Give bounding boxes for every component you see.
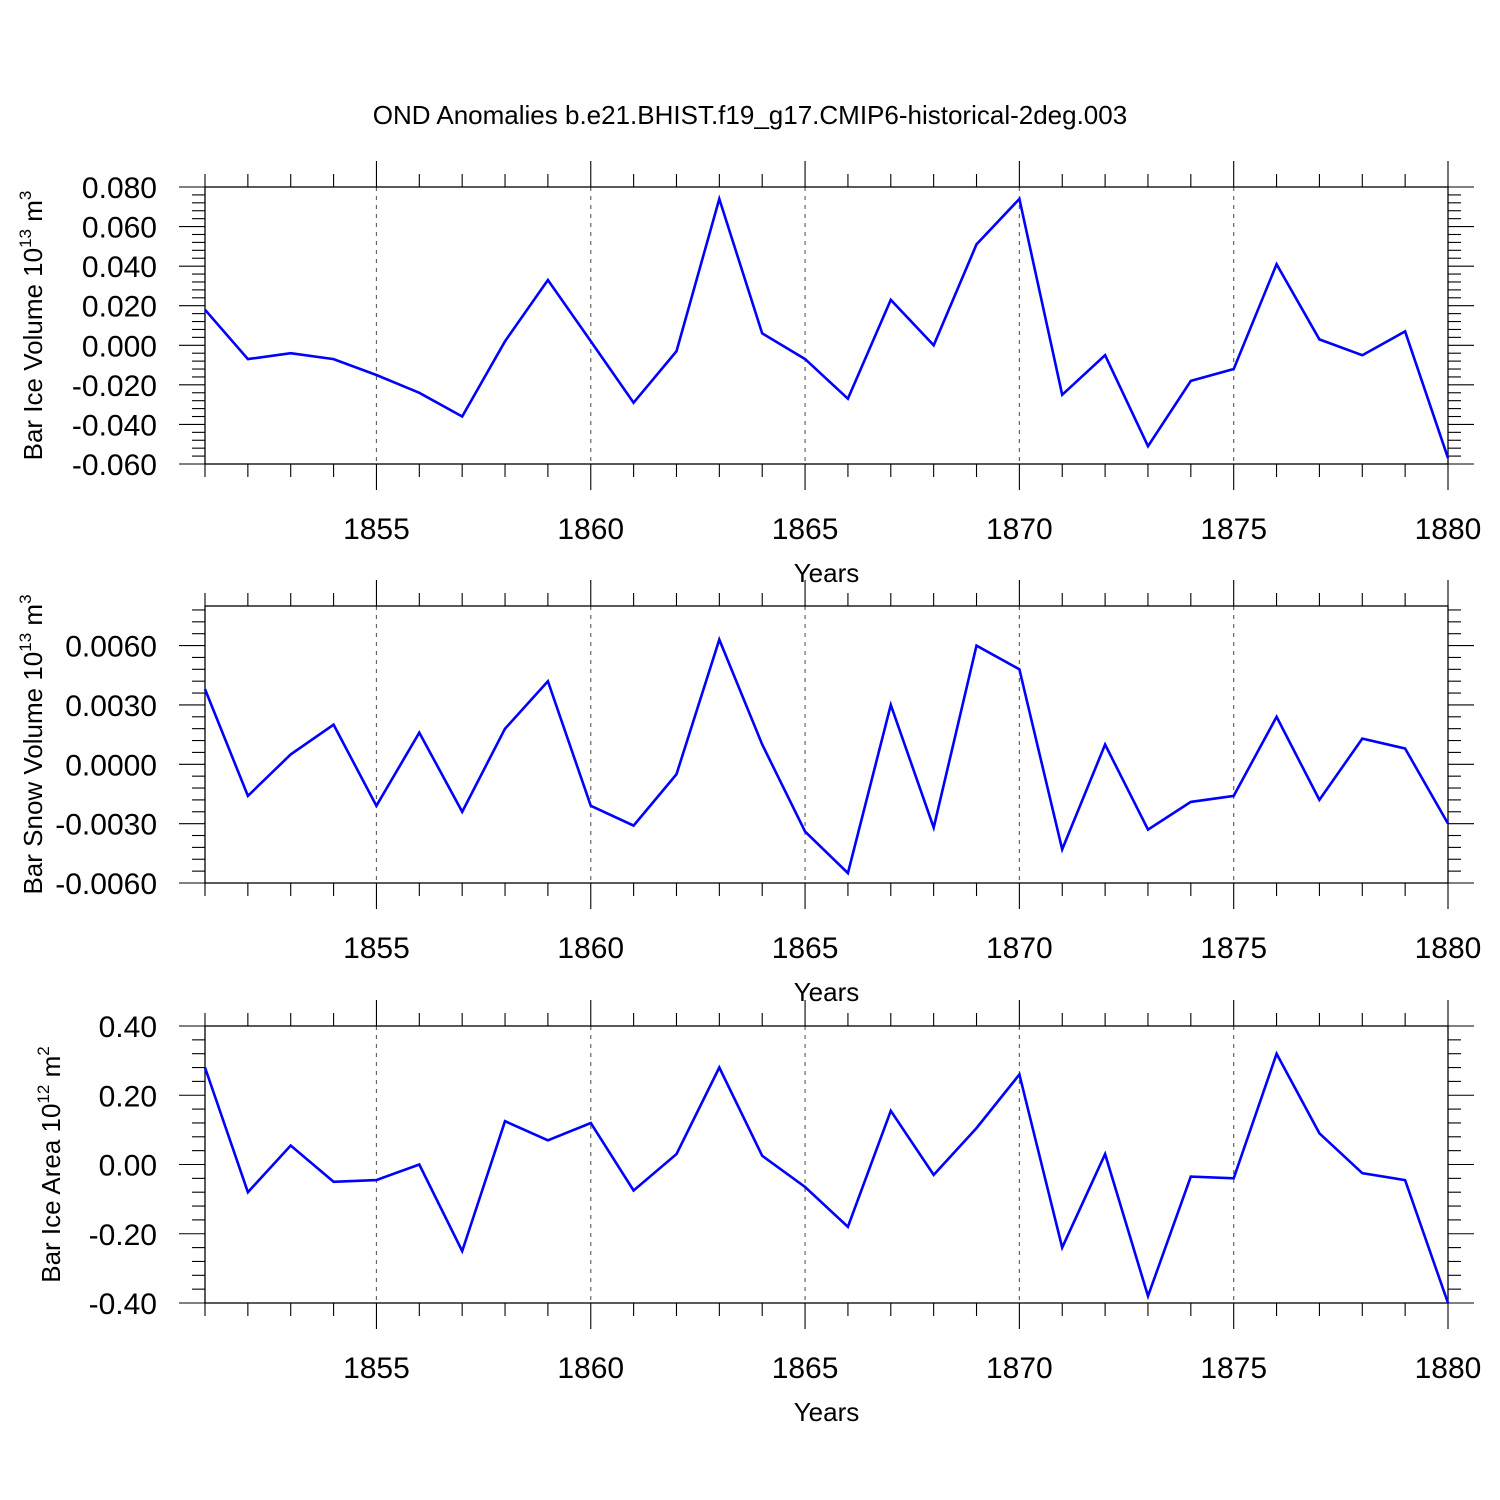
x-tick-label: 1860	[557, 932, 624, 965]
x-tick-label: 1865	[772, 1352, 839, 1385]
plot-frame	[204, 1025, 1449, 1304]
x-tick-label: 1870	[986, 932, 1053, 965]
x-tick-label: 1855	[343, 1352, 410, 1385]
panels: 1855 1860 1865 1870 1875 1880 -0.060 -0.040 -0.0…	[16, 161, 1481, 1427]
y-tick-label: -0.40	[89, 1288, 157, 1321]
y-tick-label: 0.080	[82, 172, 157, 205]
x-tick-label: 1860	[557, 513, 624, 546]
x-tick-label: 1880	[1415, 513, 1482, 546]
y-tick-label: 0.060	[82, 212, 157, 245]
y-axis-title: Bar Ice Area 1012 m2	[34, 1046, 66, 1283]
y-tick-label: -0.0030	[55, 809, 157, 842]
x-tick-label: 1870	[986, 1352, 1053, 1385]
x-tick-label: 1865	[772, 932, 839, 965]
x-tick-label: 1875	[1200, 1352, 1267, 1385]
x-tick-label: 1875	[1200, 513, 1267, 546]
series-line	[203, 1050, 1450, 1304]
y-tick-label: 0.00	[99, 1150, 157, 1183]
y-tick-label: -0.040	[72, 409, 157, 442]
series-line	[203, 635, 1450, 876]
y-axis-title: Bar Snow Volume 1013 m3	[16, 594, 48, 894]
y-tick-label: -0.060	[72, 449, 157, 482]
x-tick-label: 1880	[1415, 932, 1482, 965]
y-tick-label: 0.040	[82, 251, 157, 284]
x-tick-label: 1870	[986, 513, 1053, 546]
y-tick-label: -0.20	[89, 1219, 157, 1252]
y-tick-label: 0.000	[82, 330, 157, 363]
x-tick-label: 1855	[343, 932, 410, 965]
x-axis-title: Years	[794, 558, 860, 588]
y-axis-title: Bar Ice Volume 1013 m3	[16, 191, 48, 461]
series-line	[204, 194, 1450, 459]
x-tick-label: 1875	[1200, 932, 1267, 965]
y-tick-label: 0.0000	[65, 749, 157, 782]
x-tick-label: 1880	[1415, 1352, 1482, 1385]
y-tick-label: 0.20	[99, 1080, 157, 1113]
y-tick-label: 0.0060	[65, 631, 157, 664]
x-tick-label: 1860	[557, 1352, 624, 1385]
x-tick-label: 1865	[772, 513, 839, 546]
panel-1: 1855 1860 1865 1870 1875 1880 -0.060 -0.040 -0.0…	[16, 161, 1481, 588]
panel-3: 1855 1860 1865 1870 1875 1880 -0.40 -0.20 0.00 0.…	[34, 1000, 1481, 1427]
x-axis-title: Years	[794, 977, 860, 1007]
y-tick-label: 0.0030	[65, 690, 157, 723]
x-tick-label: 1855	[343, 513, 410, 546]
plot-frame	[204, 605, 1449, 884]
panel-2: 1855 1860 1865 1870 1875 1880 -0.0060 -0.0030 0.…	[16, 580, 1481, 1007]
chart-title: OND Anomalies b.e21.BHIST.f19_g17.CMIP6-…	[373, 100, 1127, 130]
y-tick-label: 0.020	[82, 291, 157, 324]
y-tick-label: -0.0060	[55, 868, 157, 901]
plot-frame	[204, 186, 1449, 465]
y-tick-label: -0.020	[72, 370, 157, 403]
x-axis-title: Years	[794, 1397, 860, 1427]
y-tick-label: 0.40	[99, 1011, 157, 1044]
